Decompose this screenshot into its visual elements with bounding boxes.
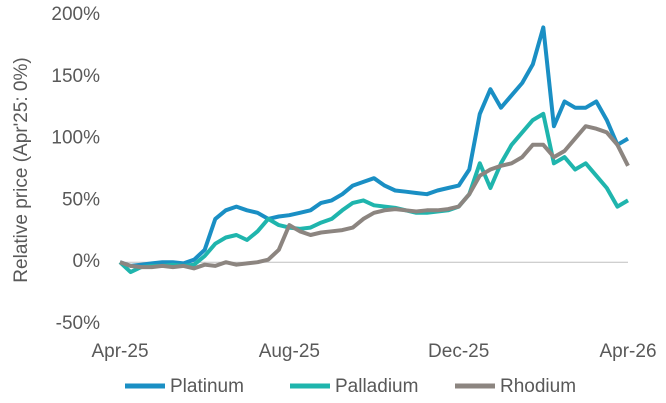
y-tick-label: 150%	[51, 66, 100, 87]
y-tick-label: 100%	[51, 128, 100, 149]
line-palladium	[118, 111, 630, 275]
line-rhodium	[119, 124, 630, 271]
x-tick-label: Apr-26	[599, 341, 656, 362]
y-tick-label: 200%	[51, 4, 100, 25]
y-axis-label: Relative price (Apr'25: 0%)	[11, 57, 32, 282]
legend-label: Platinum	[170, 376, 244, 397]
x-tick-label: Apr-25	[91, 341, 148, 362]
legend-label: Rhodium	[500, 376, 576, 397]
y-tick-label: -50%	[56, 313, 100, 334]
y-tick-label: 50%	[62, 189, 100, 210]
y-tick-label: 0%	[73, 251, 101, 272]
x-tick-label: Aug-25	[259, 341, 320, 362]
x-tick-label: Dec-25	[428, 341, 489, 362]
legend-label: Palladium	[335, 376, 418, 397]
line-platinum	[119, 25, 630, 268]
